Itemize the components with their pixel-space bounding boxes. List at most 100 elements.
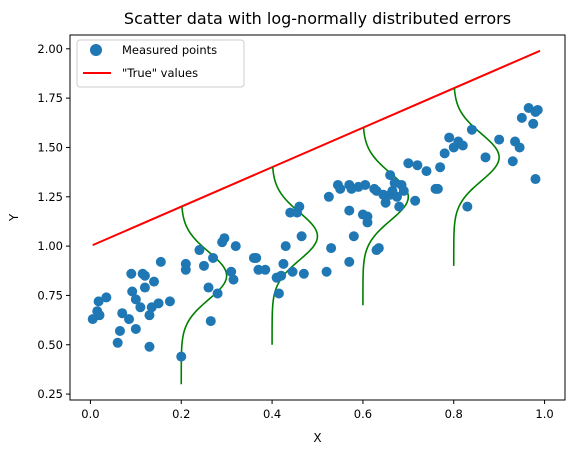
- measured-point: [198, 260, 209, 271]
- y-tick-label: 1.50: [37, 140, 63, 154]
- measured-point: [480, 152, 491, 163]
- measured-point: [226, 266, 237, 277]
- measured-point: [348, 231, 359, 242]
- measured-point: [391, 191, 402, 202]
- measured-point: [344, 205, 355, 216]
- x-tick-label: 0.6: [354, 407, 372, 421]
- measured-point: [208, 252, 219, 263]
- measured-point: [280, 241, 291, 252]
- x-tick-label: 1.0: [535, 407, 553, 421]
- legend-label-measured-points: Measured points: [122, 43, 217, 57]
- measured-point: [112, 337, 123, 348]
- measured-point: [385, 170, 396, 181]
- y-tick-label: 0.25: [37, 387, 63, 401]
- measured-point: [251, 252, 262, 263]
- measured-point: [344, 256, 355, 267]
- measured-point: [135, 302, 146, 313]
- measured-point: [149, 276, 160, 287]
- measured-point: [205, 316, 216, 327]
- measured-point: [466, 124, 477, 135]
- measured-point: [101, 292, 112, 303]
- measured-point: [516, 112, 527, 123]
- true-values-line: [92, 49, 541, 247]
- y-tick-label: 2.00: [37, 42, 63, 56]
- measured-point: [444, 132, 455, 143]
- measured-point: [130, 294, 141, 305]
- measured-point: [335, 183, 346, 194]
- measured-point: [412, 160, 423, 171]
- measured-point: [203, 282, 214, 293]
- measured-point: [273, 288, 284, 299]
- measured-point: [194, 245, 205, 256]
- measured-point: [323, 191, 334, 202]
- measured-point: [144, 310, 155, 321]
- measured-point: [507, 156, 518, 167]
- measured-point: [260, 264, 271, 275]
- measured-point: [219, 233, 230, 244]
- measured-point: [296, 231, 307, 242]
- measured-point: [421, 166, 432, 177]
- x-axis-label: X: [313, 431, 321, 445]
- measured-point: [321, 266, 332, 277]
- error-distribution-curve: [452, 88, 500, 266]
- measured-point: [462, 201, 473, 212]
- measured-point: [530, 174, 541, 185]
- measured-point: [528, 118, 539, 129]
- y-tick-label: 0.75: [37, 288, 63, 302]
- measured-point: [457, 140, 468, 151]
- measured-point: [139, 270, 150, 281]
- plot-area-frame: [69, 34, 566, 401]
- measured-point: [93, 296, 104, 307]
- y-tick-label: 1.25: [37, 190, 63, 204]
- measured-point: [532, 104, 543, 115]
- measured-point: [164, 296, 175, 307]
- y-tick-label: 1.00: [37, 239, 63, 253]
- y-tick-label: 0.50: [37, 338, 63, 352]
- measured-point: [94, 310, 105, 321]
- measured-point: [114, 325, 125, 336]
- measured-point: [432, 183, 443, 194]
- x-tick-label: 0.4: [263, 407, 281, 421]
- measured-point: [360, 179, 371, 190]
- x-tick-label: 0.0: [81, 407, 99, 421]
- measured-point: [439, 148, 450, 159]
- measured-point: [117, 308, 128, 319]
- error-distribution-curve: [362, 127, 410, 306]
- x-tick-label: 0.8: [445, 407, 463, 421]
- measured-point: [230, 241, 241, 252]
- measured-point: [294, 201, 305, 212]
- measured-point: [180, 258, 191, 269]
- error-distribution-curve: [271, 167, 319, 345]
- legend: Measured points "True" values: [76, 39, 245, 88]
- measured-point: [514, 142, 525, 153]
- legend-marker-measured-points: [90, 44, 102, 56]
- measured-point: [155, 256, 166, 267]
- measured-point: [212, 288, 223, 299]
- measured-point: [287, 266, 298, 277]
- measured-point: [403, 158, 414, 169]
- measured-point: [326, 243, 337, 254]
- measured-point: [435, 162, 446, 173]
- measured-point: [380, 197, 391, 208]
- legend-box: [76, 39, 245, 88]
- measured-point: [127, 286, 138, 297]
- legend-label-true-values: "True" values: [122, 66, 198, 80]
- measured-point: [494, 134, 505, 145]
- measured-point: [228, 274, 239, 285]
- measured-point: [398, 185, 409, 196]
- measured-point: [362, 211, 373, 222]
- chart-title: Scatter data with log-normally distribut…: [124, 9, 511, 28]
- measured-point: [176, 351, 187, 362]
- measured-point: [394, 201, 405, 212]
- measured-point: [124, 314, 135, 325]
- measured-point: [410, 195, 421, 206]
- measured-point: [298, 268, 309, 279]
- measured-point: [373, 243, 384, 254]
- y-axis-label: Y: [7, 213, 21, 222]
- measured-point: [144, 341, 155, 352]
- measured-point: [278, 258, 289, 269]
- measured-point: [153, 298, 164, 309]
- measured-point: [126, 268, 137, 279]
- measured-point: [130, 323, 141, 334]
